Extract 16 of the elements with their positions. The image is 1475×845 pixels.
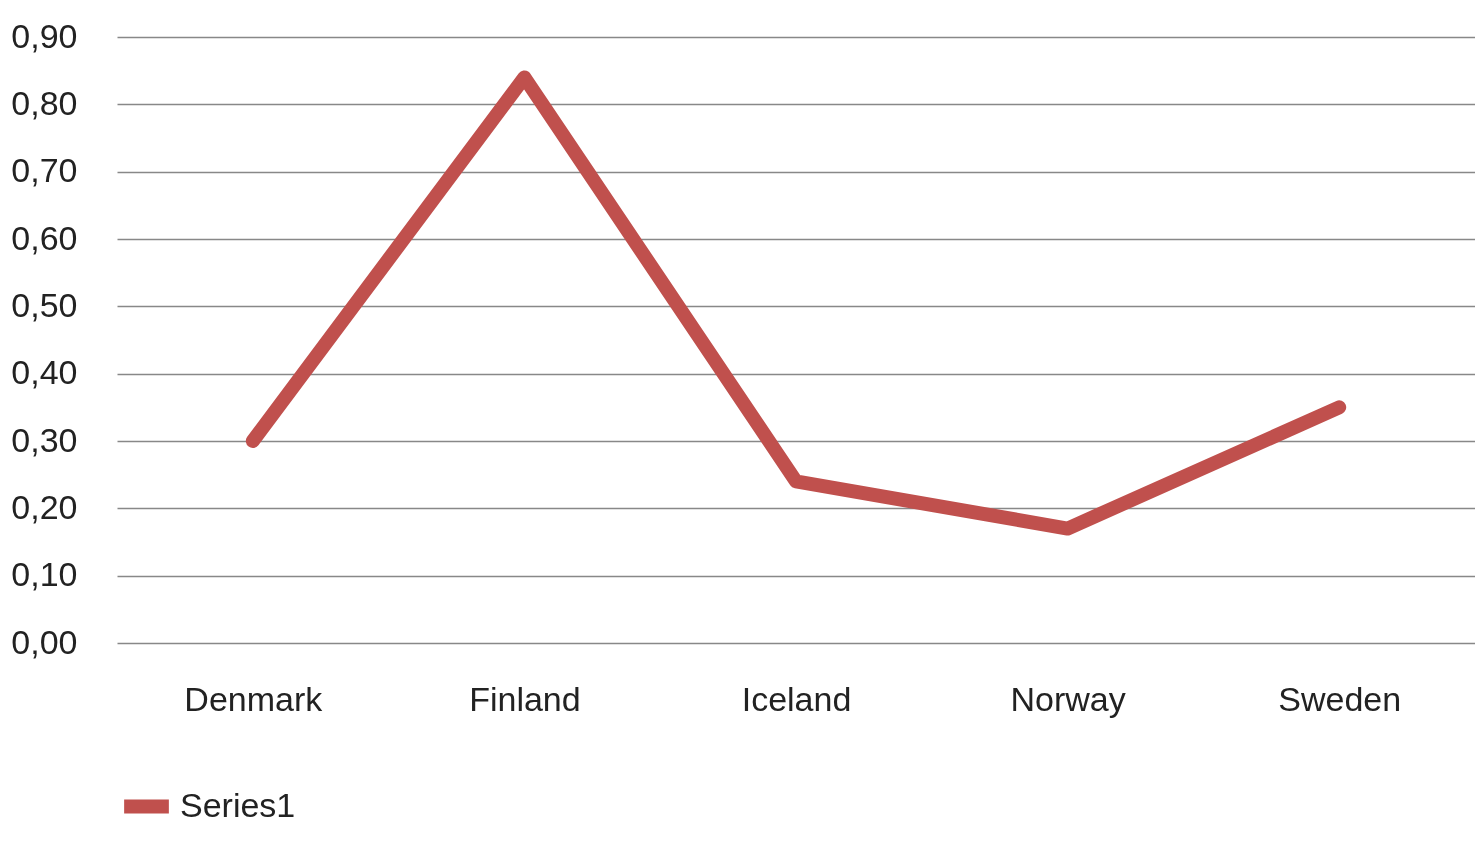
x-tick-label: Denmark	[184, 679, 324, 718]
x-tick-label: Finland	[469, 679, 581, 718]
y-tick-label: 0,40	[11, 353, 78, 392]
x-tick-label: Iceland	[741, 679, 852, 718]
y-tick-label: 0,80	[11, 83, 78, 122]
y-tick-label: 0,70	[11, 151, 78, 190]
y-tick-label: 0,50	[11, 285, 78, 324]
y-tick-label: 0,90	[11, 16, 78, 55]
y-tick-label: 0,20	[11, 487, 78, 526]
legend-label: Series1	[180, 785, 296, 824]
x-tick-label: Norway	[1010, 679, 1126, 718]
x-tick-label: Sweden	[1278, 679, 1402, 718]
y-tick-label: 0,00	[11, 622, 78, 661]
y-tick-label: 0,30	[11, 420, 78, 459]
y-tick-label: 0,10	[11, 555, 78, 594]
y-tick-label: 0,60	[11, 218, 78, 257]
